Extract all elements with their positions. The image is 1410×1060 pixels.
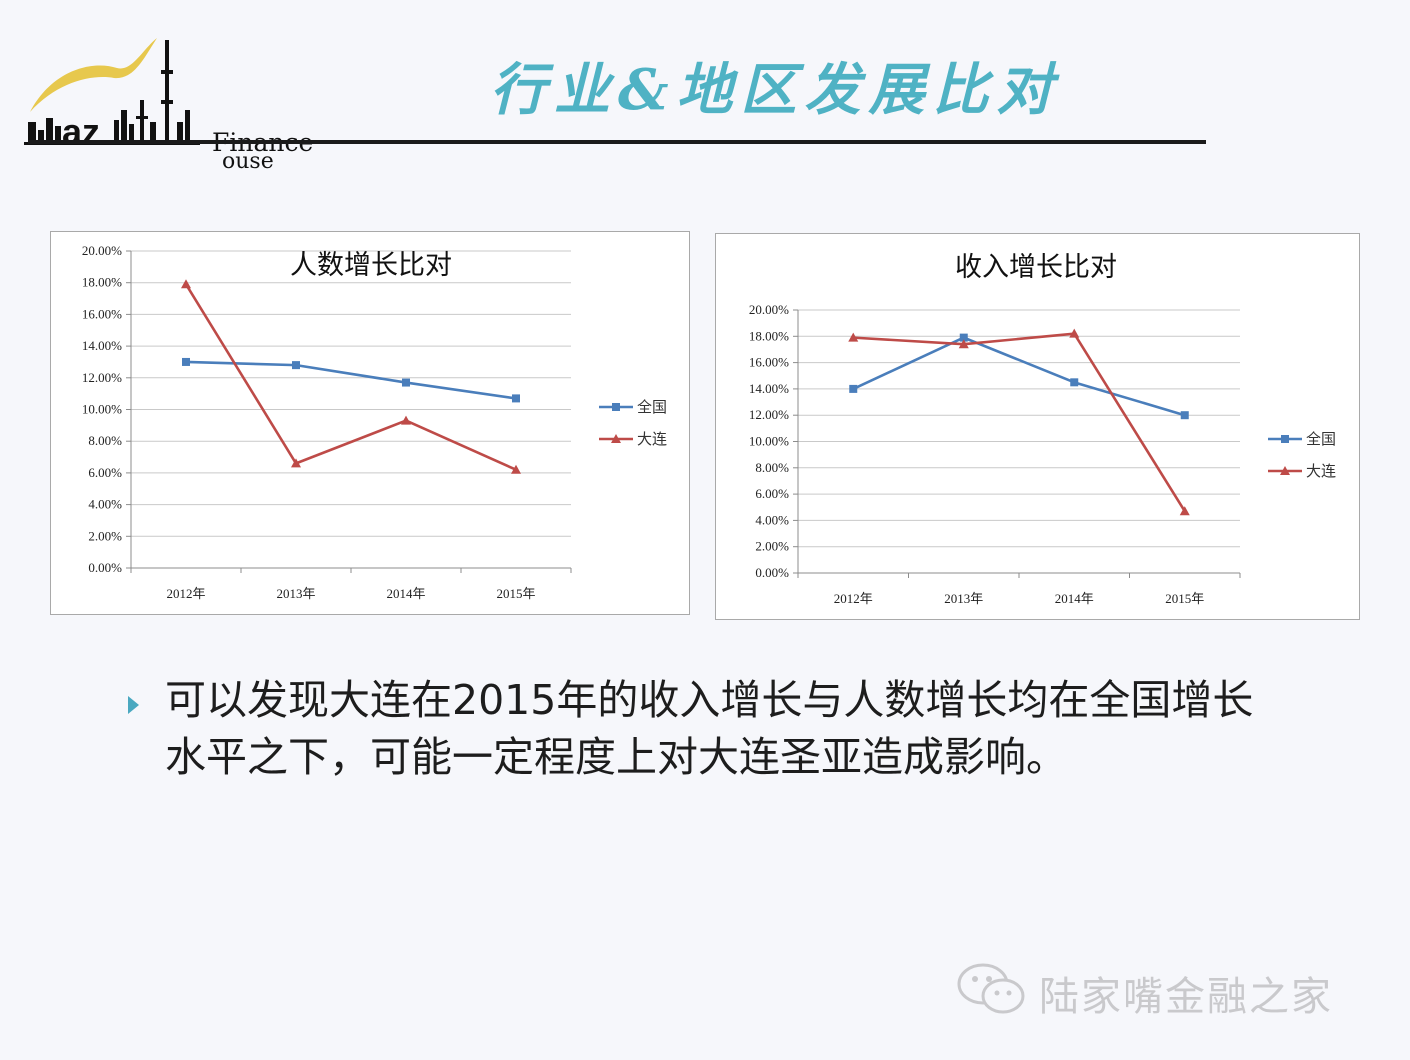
headcount-point-national — [292, 361, 300, 370]
y-tick-label: 8.00% — [755, 460, 789, 475]
x-tick-label: 2014年 — [386, 586, 425, 601]
legend-label: 大连 — [637, 430, 667, 448]
legend-marker-square — [1281, 435, 1289, 443]
revenue-point-national — [959, 333, 968, 342]
headcount-point-dalian — [291, 458, 301, 468]
revenue-series-line-0 — [852, 336, 1186, 417]
headcount-series-line-1 — [184, 283, 517, 471]
logo: az Finance ouse — [22, 30, 313, 173]
y-tick-label: 0.00% — [88, 560, 122, 575]
revenue-point-national — [1180, 411, 1189, 420]
slide-title: 行业&地区发展比对 — [490, 57, 1061, 123]
revenue-point-dalian — [1069, 328, 1080, 338]
x-tick-label: 2013年 — [944, 591, 983, 606]
headcount-growth-chart: 0.00% 2.00% 4.00% 6.00% 8.00% 10.00% 12.00% 14.… — [82, 243, 667, 601]
x-tick-label: 2012年 — [166, 586, 205, 601]
y-tick-label: 6.00% — [755, 486, 789, 501]
y-tick-label: 10.00% — [749, 434, 789, 449]
watermark-text: 陆家嘴金融之家 — [1039, 974, 1333, 1020]
legend-label: 全国 — [1306, 430, 1336, 448]
legend-marker-triangle — [611, 434, 621, 443]
y-tick-label: 16.00% — [82, 306, 122, 321]
revenue-point-dalian — [1179, 506, 1190, 516]
y-tick-label: 2.00% — [755, 539, 789, 554]
revenue-point-national — [849, 384, 858, 393]
y-tick-label: 14.00% — [749, 381, 789, 396]
title-rule — [28, 140, 1206, 144]
y-tick-label: 6.00% — [88, 465, 122, 480]
revenue-point-dalian — [848, 332, 859, 342]
chart-title: 人数增长比对 — [290, 250, 452, 281]
y-tick-label: 18.00% — [749, 328, 789, 343]
legend-label: 全国 — [637, 398, 667, 416]
x-tick-label: 2012年 — [834, 591, 873, 606]
y-tick-label: 2.00% — [88, 528, 122, 543]
chart-title: 收入增长比对 — [955, 252, 1117, 283]
svg-text:az: az — [62, 111, 100, 150]
headcount-point-national — [512, 394, 520, 403]
headcount-series-line-0 — [185, 360, 517, 400]
y-tick-label: 12.00% — [749, 407, 789, 422]
y-tick-label: 14.00% — [82, 338, 122, 353]
y-tick-label: 16.00% — [749, 355, 789, 370]
revenue-point-dalian — [958, 339, 969, 349]
headcount-point-dalian — [401, 415, 411, 425]
revenue-point-national — [1070, 378, 1079, 387]
headcount-point-national — [182, 357, 190, 366]
y-tick-label: 8.00% — [88, 433, 122, 448]
bullet-marker-icon — [128, 696, 139, 714]
y-tick-label: 4.00% — [755, 512, 789, 527]
y-tick-label: 20.00% — [749, 302, 789, 317]
headcount-point-dalian — [511, 464, 521, 474]
y-tick-label: 20.00% — [82, 243, 122, 258]
x-tick-label: 2014年 — [1055, 591, 1094, 606]
x-tick-label: 2013年 — [276, 586, 315, 601]
revenue-series-line-1 — [853, 332, 1186, 512]
y-tick-label: 0.00% — [755, 565, 789, 580]
y-tick-label: 12.00% — [82, 370, 122, 385]
headcount-chart-panel: 0.00% 2.00% 4.00% 6.00% 8.00% 10.00% 12.00% 14.… — [50, 231, 690, 615]
wechat-icon — [957, 963, 1025, 1014]
headcount-point-dalian — [181, 279, 191, 289]
x-tick-label: 2015年 — [496, 586, 535, 601]
logo-text-house: ouse — [222, 149, 274, 174]
revenue-growth-chart: 0.00% 2.00% 4.00% 6.00% 8.00% 10.00% 12.00% 14.… — [749, 252, 1336, 606]
watermark: 陆家嘴金融之家 — [955, 958, 1375, 1020]
y-tick-label: 10.00% — [82, 402, 122, 417]
legend-label: 大连 — [1306, 462, 1336, 480]
y-tick-label: 18.00% — [82, 275, 122, 290]
revenue-chart-panel: 0.00% 2.00% 4.00% 6.00% 8.00% 10.00% 12.00% 14.… — [715, 233, 1360, 620]
x-tick-label: 2015年 — [1165, 591, 1204, 606]
headcount-point-national — [402, 378, 410, 387]
legend-marker-square — [612, 403, 620, 411]
legend-marker-triangle — [1280, 466, 1290, 475]
bullet-text: 可以发现大连在2015年的收入增长与人数增长均在全国增长水平之下，可能一定程度上… — [165, 676, 1254, 781]
y-tick-label: 4.00% — [88, 497, 122, 512]
